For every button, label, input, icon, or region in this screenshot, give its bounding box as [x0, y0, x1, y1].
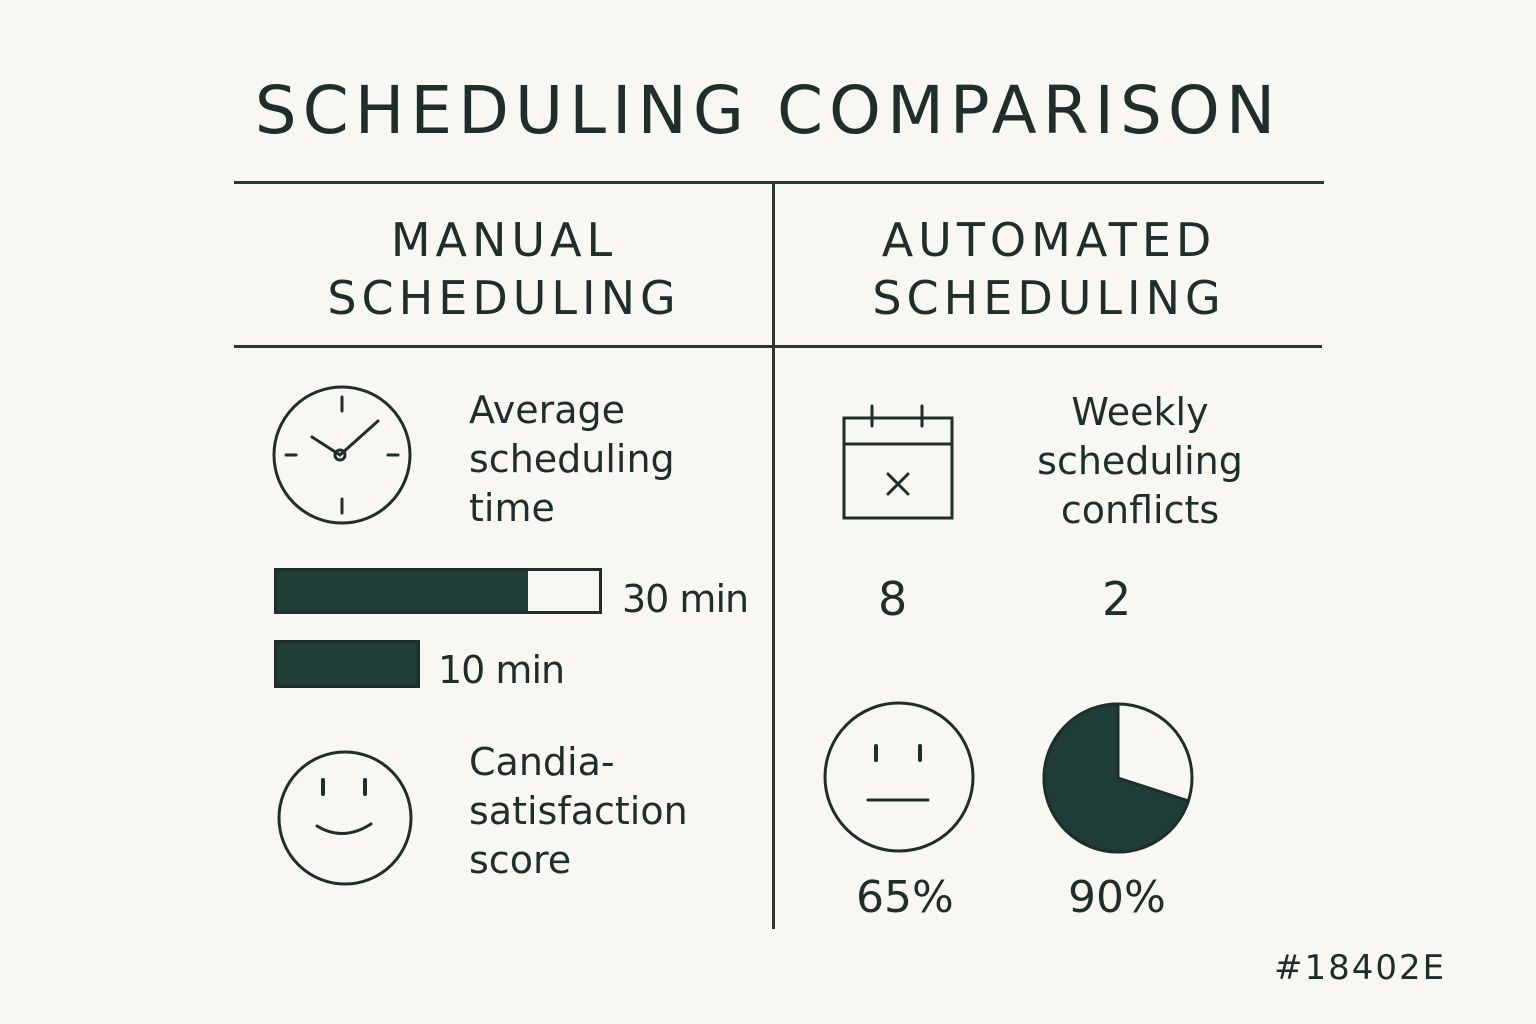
- pie-chart-icon: [1042, 702, 1194, 854]
- automated-column-heading: AUTOMATED SCHEDULING: [872, 213, 1226, 325]
- smiley-face-icon: [277, 750, 413, 886]
- header-divider: [234, 345, 1322, 348]
- page-title: SCHEDULING COMPARISON: [254, 72, 1282, 149]
- manual-column-heading: MANUAL SCHEDULING: [327, 213, 681, 325]
- bar-10-min: [274, 640, 420, 688]
- neutral-face-icon: [823, 701, 975, 853]
- clock-icon: [272, 385, 412, 525]
- bar-10-min-label: 10 min: [438, 648, 565, 692]
- bar-30-min: [274, 568, 602, 614]
- column-divider: [772, 183, 775, 929]
- pie-chart-filled-slice: [1042, 702, 1190, 854]
- top-divider: [234, 181, 1324, 184]
- bar-10-min-fill: [277, 643, 417, 685]
- automated-satisfaction-65: 65%: [856, 872, 954, 923]
- color-code-label: #18402E: [1274, 948, 1447, 988]
- candidate-satisfaction-label: Candia- satisfaction score: [469, 740, 688, 882]
- bar-30-min-label: 30 min: [622, 577, 749, 621]
- automated-conflicts-value: 2: [1102, 572, 1132, 626]
- manual-conflicts-value: 8: [878, 572, 908, 626]
- calendar-x-icon: [842, 404, 954, 520]
- bar-30-min-fill: [277, 571, 529, 611]
- automated-satisfaction-90: 90%: [1068, 872, 1166, 923]
- weekly-conflicts-label: Weekly scheduling conflicts: [1037, 390, 1243, 532]
- average-scheduling-time-label: Average scheduling time: [469, 388, 675, 530]
